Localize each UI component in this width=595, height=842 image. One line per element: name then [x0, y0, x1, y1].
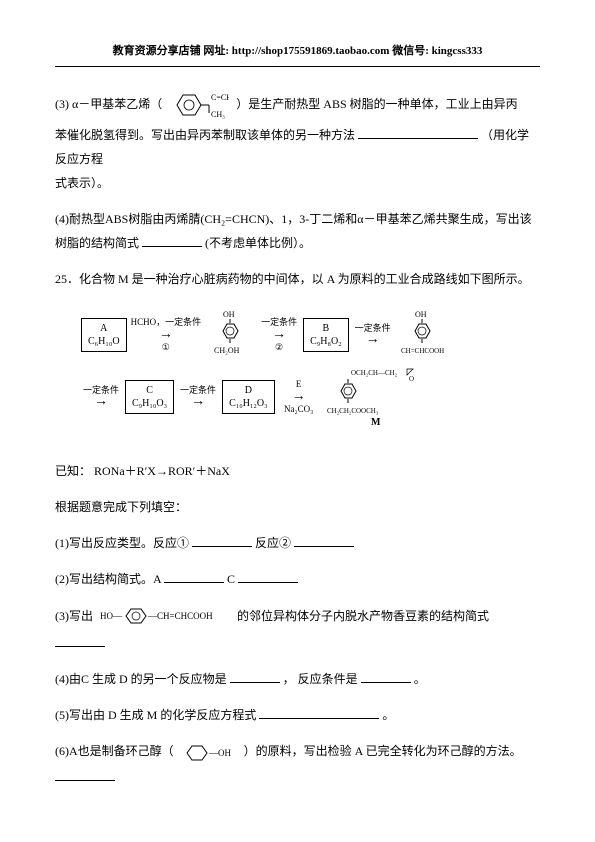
arrow-2-sym: → — [272, 328, 286, 342]
scheme-row-2: 一定条件 → C C₉H₁₀O₃ 一定条件 → D C₁₀H₁₂O₃ E → N… — [81, 367, 509, 427]
arrow-5-sym: → — [191, 395, 205, 409]
s4-c: 。 — [414, 672, 426, 686]
svg-text:OCH₂CH—CH₂: OCH₂CH—CH₂ — [351, 369, 398, 377]
q4-line1: (4)耐热型ABS树脂由丙烯腈(CH₂=CHCN)、1，3-丁二烯和α－甲基苯乙… — [55, 212, 532, 226]
svg-text:OH: OH — [415, 310, 427, 319]
arrow-1-sym: → — [159, 328, 173, 342]
svg-text:CH₃: CH₃ — [211, 110, 225, 119]
s2-blank2 — [238, 569, 298, 583]
box-a: A C₆H₁₀O — [81, 318, 127, 352]
q25-text: 25．化合物 M 是一种治疗心脏病药物的中间体，以 A 为原料的工业合成路线如下… — [55, 272, 530, 286]
q3-line3: 式表示）。 — [55, 176, 109, 190]
q3-mid: ）是生产耐热型 ABS 树脂的一种单体，工业上由异丙 — [236, 97, 517, 111]
svg-text:—CH=CHCOOH: —CH=CHCOOH — [147, 611, 213, 621]
instruction-text: 根据题意完成下列填空： — [55, 500, 187, 514]
svg-text:M: M — [371, 417, 381, 427]
box-d-bot: C₁₀H₁₂O₃ — [229, 397, 268, 410]
s2-blank1 — [164, 569, 224, 583]
s5-blank — [259, 705, 379, 719]
s1-blank1 — [192, 533, 252, 547]
s2-a: (2)写出结构简式。A — [55, 572, 161, 586]
s6-a: (6)A也是制备环己醇（ — [55, 744, 174, 758]
box-a-top: A — [88, 322, 120, 335]
svg-text:CH₂CH₂COOCH₃: CH₂CH₂COOCH₃ — [327, 407, 379, 415]
arrow-4-sym: → — [94, 395, 108, 409]
intermediate-1: OH CH₂OH — [209, 309, 251, 361]
s1-a: (1)写出反应类型。反应① — [55, 536, 189, 550]
box-c-top: C — [132, 384, 167, 397]
s5-b: 。 — [382, 708, 394, 722]
s1-blank2 — [294, 533, 354, 547]
instruction: 根据题意完成下列填空： — [55, 495, 540, 519]
arrow-5: 一定条件 → — [178, 385, 218, 410]
question-4: (4)耐热型ABS树脂由丙烯腈(CH₂=CHCN)、1，3-丁二烯和α－甲基苯乙… — [55, 207, 540, 255]
known-text: 已知： RONa＋R′X→ROR′＋NaX — [55, 464, 230, 478]
s4-a: (4)由C 生成 D 的另一个反应物是 — [55, 672, 227, 686]
scheme-row-1: A C₆H₁₀O HCHO，一定条件 → ① OH CH₂OH 一定条件 → ②… — [81, 309, 509, 361]
s2-b: C — [227, 572, 235, 586]
header-text: 教育资源分享店铺 网址: http://shop175591869.taobao… — [113, 45, 483, 57]
arrow-4: 一定条件 → — [81, 385, 121, 410]
arrow-3-sym: → — [366, 333, 380, 347]
svg-text:—OH: —OH — [208, 748, 231, 758]
q3-line2a: 苯催化脱氢得到。写出由异丙苯制取该单体的另一种方法 — [55, 128, 355, 142]
arrow-2-bot: ② — [275, 342, 283, 353]
arrow-1-bot: ① — [162, 342, 170, 353]
arrow-1: HCHO，一定条件 → ① — [131, 317, 202, 353]
alpha-methylstyrene-struct: C=CH₂ CH₃ — [169, 87, 229, 123]
intermediate-2: OH CH=CHCOOH — [401, 309, 469, 361]
known-info: 已知： RONa＋R′X→ROR′＋NaX — [55, 459, 540, 483]
box-d-top: D — [229, 384, 268, 397]
s3-blank — [55, 633, 105, 647]
q4-blank — [142, 233, 202, 247]
box-d: D C₁₀H₁₂O₃ — [222, 380, 275, 414]
arrow-6-sym: → — [292, 390, 306, 404]
sub-5: (5)写出由 D 生成 M 的化学反应方程式 。 — [55, 703, 540, 727]
int1-oh: OH — [223, 310, 235, 319]
question-3: (3) α－甲基苯乙烯（ C=CH₂ CH₃ ）是生产耐热型 ABS 树脂的一种… — [55, 87, 540, 195]
arrow-2: 一定条件 → ② — [259, 317, 299, 353]
cyclohexanol-struct: —OH — [181, 740, 237, 765]
box-b-bot: C₉H₈O₂ — [310, 335, 342, 348]
synthesis-scheme: A C₆H₁₀O HCHO，一定条件 → ① OH CH₂OH 一定条件 → ②… — [75, 303, 515, 439]
s3-struct: HO— —CH=CHCOOH — [100, 603, 230, 631]
arrow-3: 一定条件 → — [353, 323, 393, 348]
sub-6: (6)A也是制备环己醇（ —OH ）的原料，写出检验 A 已完全转化为环己醇的方… — [55, 739, 540, 789]
box-c-bot: C₉H₁₀O₃ — [132, 397, 167, 410]
q3-blank — [358, 125, 478, 139]
int1-bot: CH₂OH — [214, 346, 240, 355]
s6-blank — [55, 767, 115, 781]
box-b: B C₉H₈O₂ — [303, 318, 349, 352]
box-a-bot: C₆H₁₀O — [88, 335, 120, 348]
page-header: 教育资源分享店铺 网址: http://shop175591869.taobao… — [55, 40, 540, 67]
s1-b: 反应② — [255, 536, 291, 550]
product-m: OCH₂CH—CH₂ O CH₂CH₂COOCH₃ M — [327, 367, 427, 427]
question-25-title: 25．化合物 M 是一种治疗心脏病药物的中间体，以 A 为原料的工业合成路线如下… — [55, 267, 540, 291]
box-b-top: B — [310, 322, 342, 335]
q4-line2b: (不考虑单体比例）。 — [205, 236, 311, 250]
s5-a: (5)写出由 D 生成 M 的化学反应方程式 — [55, 708, 256, 722]
arrow-6: E → Na₂CO₃ — [279, 379, 319, 415]
arrow-6-bot: Na₂CO₃ — [284, 404, 313, 415]
s3-a: (3)写出 — [55, 609, 93, 623]
q3-prefix: (3) α－甲基苯乙烯（ — [55, 97, 162, 111]
sub-4: (4)由C 生成 D 的另一个反应物是 ， 反应条件是 。 — [55, 667, 540, 691]
box-c: C C₉H₁₀O₃ — [125, 380, 174, 414]
sub-3: (3)写出 HO— —CH=CHCOOH 的邻位异构体分子内脱水产物香豆素的结构… — [55, 603, 540, 655]
svg-text:C=CH₂: C=CH₂ — [211, 93, 229, 102]
q4-line2a: 树脂的结构简式 — [55, 236, 139, 250]
s4-b: ， 反应条件是 — [283, 672, 358, 686]
svg-text:HO—: HO— — [100, 611, 123, 621]
sub-2: (2)写出结构简式。A C — [55, 567, 540, 591]
svg-text:O: O — [409, 375, 414, 383]
s4-blank2 — [361, 669, 411, 683]
s4-blank1 — [230, 669, 280, 683]
sub-1: (1)写出反应类型。反应① 反应② — [55, 531, 540, 555]
svg-text:CH=CHCOOH: CH=CHCOOH — [401, 347, 444, 355]
s6-b: ）的原料，写出检验 A 已完全转化为环己醇的方法。 — [244, 744, 522, 758]
s3-b: 的邻位异构体分子内脱水产物香豆素的结构简式 — [237, 609, 489, 623]
